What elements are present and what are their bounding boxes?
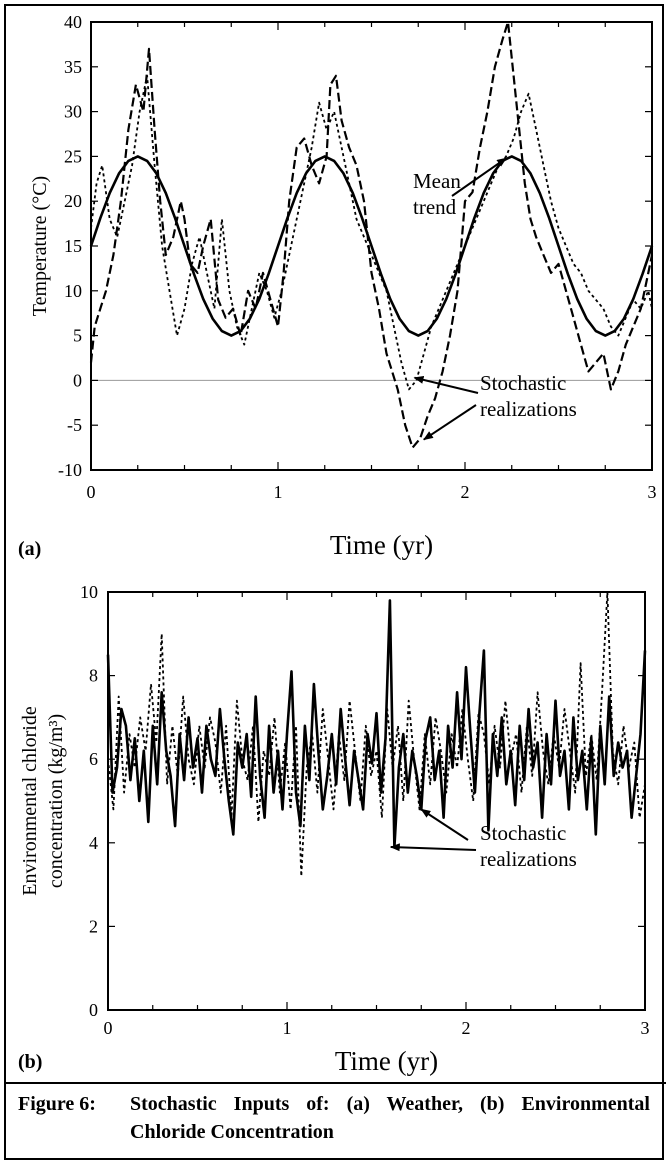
y-tick-label: 4 — [89, 833, 98, 853]
annotation-label: Stochastic — [480, 371, 566, 395]
plot-area-frame — [107, 591, 646, 1011]
y-tick-label: 20 — [64, 191, 82, 211]
y-tick-label: 10 — [80, 582, 98, 602]
y-tick-label: -10 — [58, 460, 82, 480]
caption-text: Stochastic Inputs of: (a) Weather, (b) E… — [130, 1093, 650, 1143]
y-axis-label: concentration (kg/m³) — [45, 714, 67, 888]
y-tick-label: 40 — [64, 12, 82, 32]
y-tick-label: 10 — [64, 281, 82, 301]
x-tick-label: 0 — [104, 1018, 113, 1038]
panel-label: (a) — [18, 538, 41, 560]
figure-caption: Figure 6: Stochastic Inputs of: (a) Weath… — [18, 1090, 658, 1146]
x-tick-label: 1 — [283, 1018, 292, 1038]
y-axis-label: Temperature (°C) — [29, 176, 51, 316]
y-tick-label: 0 — [73, 370, 82, 390]
series-line-dashed — [89, 20, 654, 449]
x-tick-label: 0 — [87, 482, 96, 502]
y-tick-label: 6 — [89, 749, 98, 769]
series-line-solid — [89, 155, 654, 337]
y-axis-label: Environmental chloride — [19, 706, 41, 896]
y-tick-label: 25 — [64, 146, 82, 166]
x-tick-label: 2 — [462, 1018, 471, 1038]
annotation-arrow — [423, 404, 477, 441]
annotation-label: realizations — [480, 847, 577, 871]
x-tick-label: 3 — [641, 1018, 650, 1038]
annotation-arrow — [420, 808, 469, 841]
x-tick-label: 1 — [274, 482, 283, 502]
y-tick-label: 5 — [73, 326, 82, 346]
annotation-label: realizations — [480, 397, 577, 421]
y-tick-label: 15 — [64, 236, 82, 256]
annotation-arrow — [389, 843, 477, 852]
x-axis-label: Time (yr) — [330, 530, 433, 560]
panel-label: (b) — [18, 1051, 42, 1073]
x-tick-label: 2 — [461, 482, 470, 502]
caption-prefix: Figure 6: — [18, 1093, 96, 1115]
caption-divider — [4, 1082, 666, 1084]
series-line-solid — [106, 599, 647, 849]
x-tick-label: 3 — [648, 482, 657, 502]
annotation-arrow — [451, 157, 507, 197]
x-axis-label: Time (yr) — [335, 1046, 438, 1076]
y-tick-label: 30 — [64, 102, 82, 122]
figure-frame — [4, 4, 664, 1160]
annotation-arrow — [413, 375, 479, 394]
y-tick-label: 35 — [64, 57, 82, 77]
annotation-label: Stochastic — [480, 821, 566, 845]
annotation-label: trend — [413, 195, 457, 219]
y-tick-label: 0 — [89, 1000, 98, 1020]
y-tick-label: 8 — [89, 666, 98, 686]
y-tick-label: -5 — [67, 415, 82, 435]
y-tick-label: 2 — [89, 916, 98, 936]
annotation-label: Mean — [413, 169, 461, 193]
